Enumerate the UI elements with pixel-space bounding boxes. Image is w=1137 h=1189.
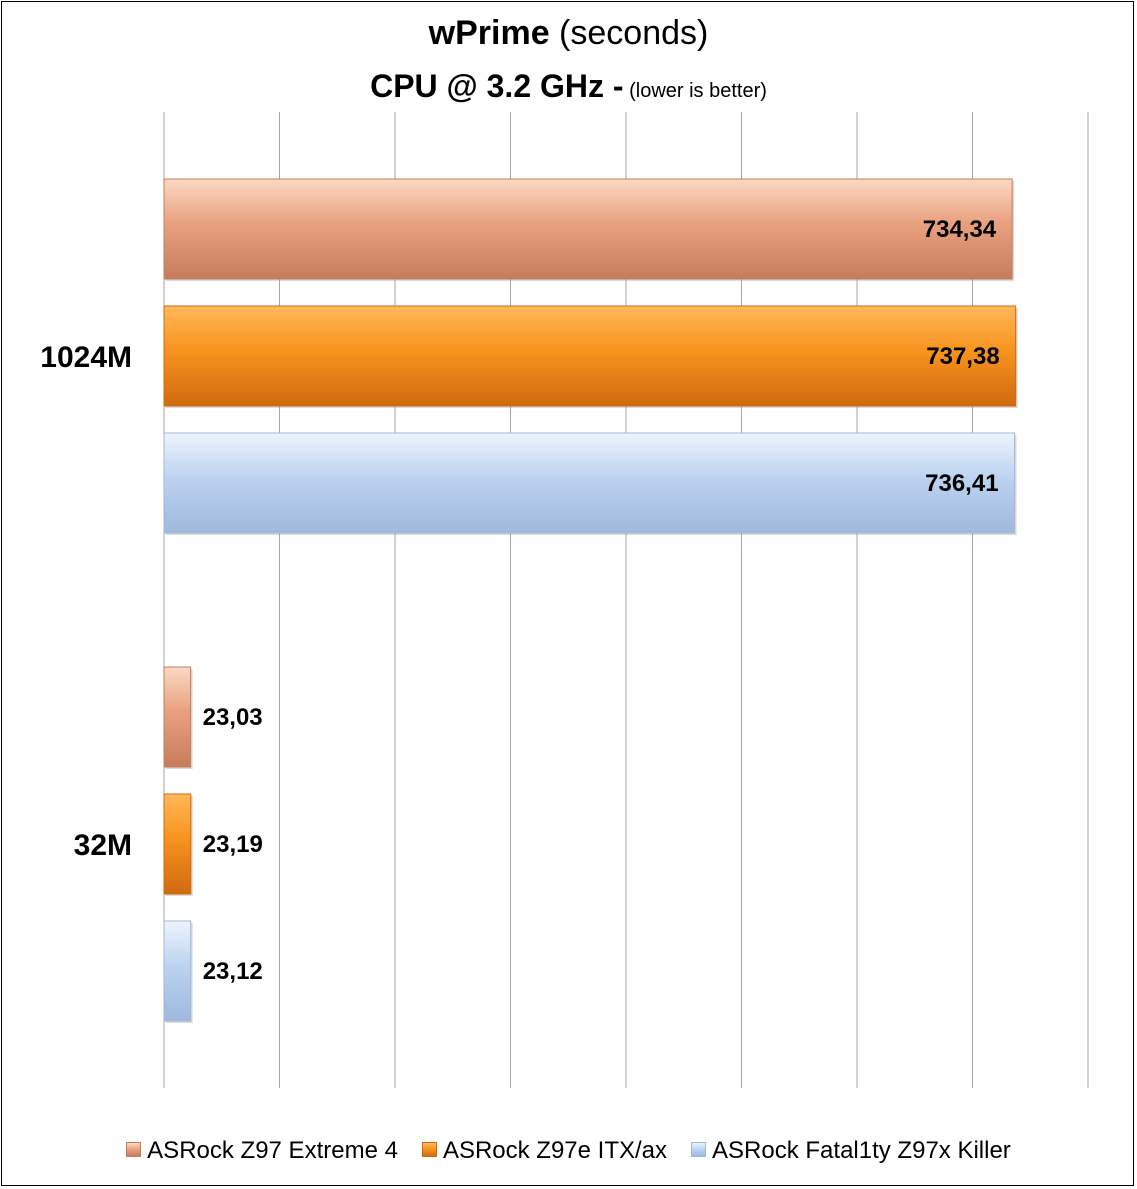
chart-legend: ASRock Z97 Extreme 4 ASRock Z97e ITX/ax AS… — [0, 1136, 1137, 1165]
legend-label: ASRock Z97e ITX/ax — [442, 1136, 668, 1164]
legend-item: ASRock Z97 Extreme 4 — [126, 1137, 398, 1165]
data-label: 734,34 — [923, 216, 997, 243]
bar — [163, 666, 192, 768]
legend-item: ASRock Fatal1ty Z97x Killer — [691, 1137, 1011, 1165]
chart-title-bold: wPrime — [428, 14, 550, 52]
bar — [163, 305, 1017, 407]
category-label: 32M — [74, 829, 132, 862]
legend-swatch — [691, 1141, 707, 1157]
bar — [163, 920, 192, 1022]
bar — [163, 178, 1013, 280]
data-label: 23,03 — [203, 704, 263, 731]
legend-swatch — [126, 1141, 142, 1157]
bar — [163, 793, 192, 895]
chart-title-rest: (seconds) — [549, 14, 709, 52]
legend-label: ASRock Fatal1ty Z97x Killer — [712, 1136, 1011, 1164]
chart-subtitle-note: (lower is better) — [623, 80, 767, 102]
legend-swatch — [421, 1141, 437, 1157]
legend-item: ASRock Z97e ITX/ax — [421, 1136, 668, 1165]
legend-label: ASRock Z97 Extreme 4 — [147, 1136, 398, 1164]
data-label: 736,41 — [925, 470, 998, 497]
data-label: 737,38 — [926, 343, 999, 370]
chart-subtitle: CPU @ 3.2 GHz - (lower is better) — [0, 68, 1137, 105]
chart-subtitle-bold: CPU @ 3.2 GHz - — [370, 68, 624, 104]
data-label: 23,19 — [203, 831, 263, 858]
chart-title: wPrime (seconds) — [0, 14, 1137, 53]
bar — [163, 432, 1016, 534]
category-label: 1024M — [40, 341, 132, 374]
data-label: 23,12 — [203, 958, 263, 985]
